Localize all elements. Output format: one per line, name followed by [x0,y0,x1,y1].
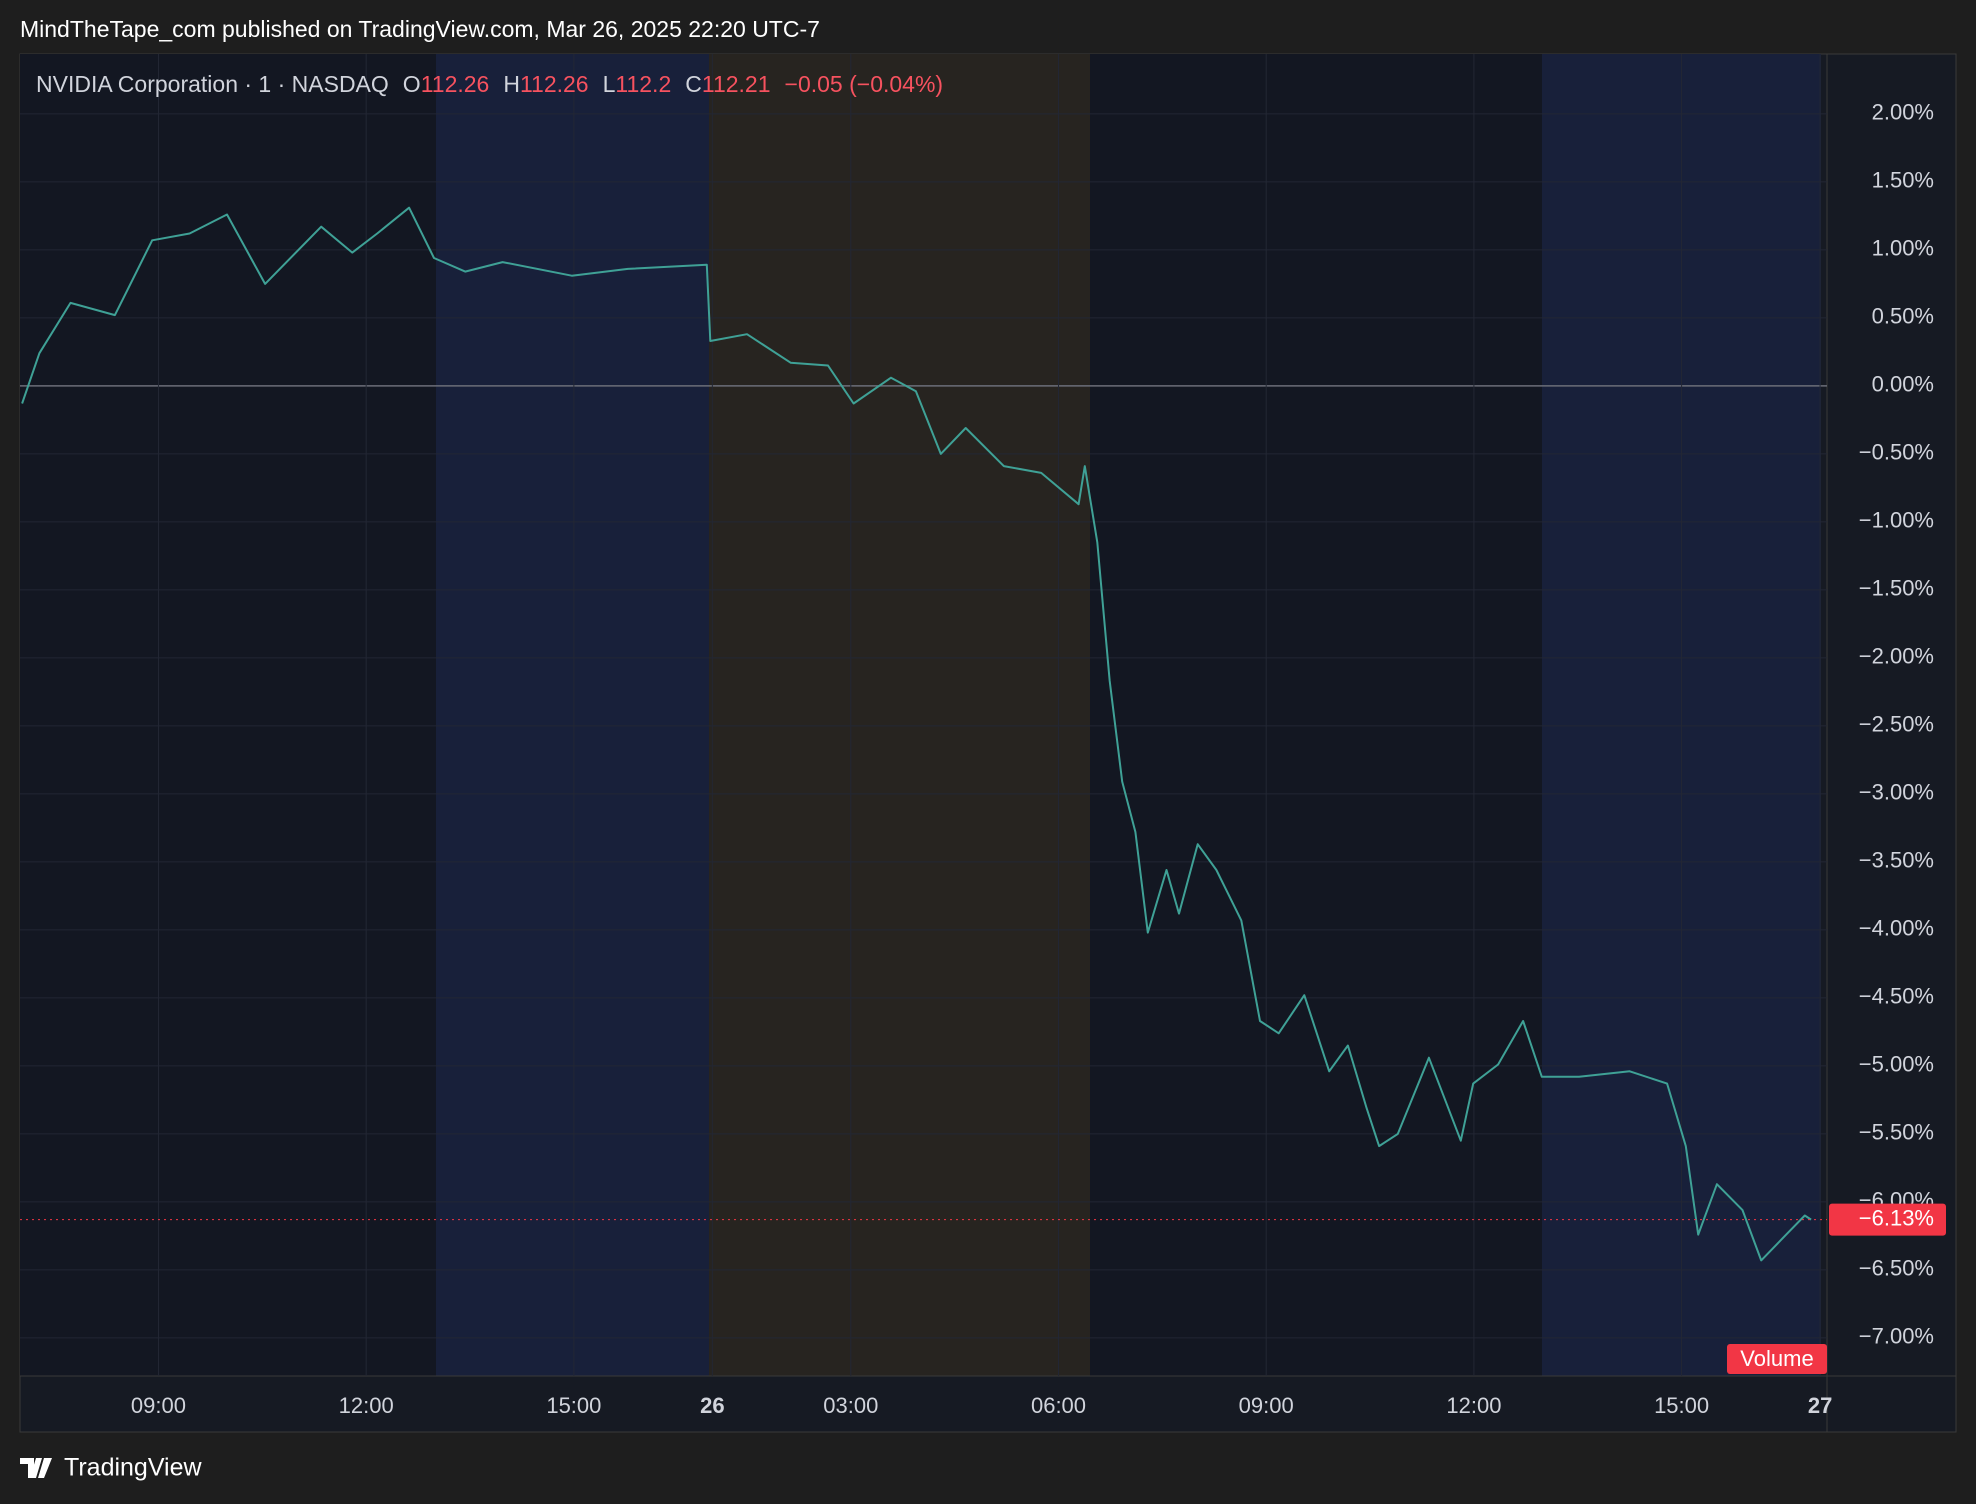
y-tick-label: −1.00% [1859,508,1934,533]
grid [20,54,1827,1376]
y-tick-label: −3.50% [1859,848,1934,873]
session-regular [1090,54,1542,1376]
x-tick-label: 03:00 [823,1393,878,1418]
x-tick-label: 09:00 [131,1393,186,1418]
legend-value: 112.2 [615,71,671,97]
last-value-label: −6.13% [1859,1205,1934,1230]
volume-box [1727,1344,1827,1374]
footer-brand: TradingView [64,1454,203,1482]
y-tick-label: −3.00% [1859,780,1934,805]
x-tick-label: 12:00 [1446,1393,1501,1418]
legend: NVIDIA Corporation · 1 · NASDAQ O112.26 H1… [36,71,943,97]
x-tick-label: 06:00 [1031,1393,1086,1418]
y-tick-label: 0.50% [1872,304,1934,329]
price-line [21,206,1812,1262]
volume-label: Volume [1740,1346,1813,1371]
y-tick-label: −6.50% [1859,1256,1934,1281]
plot [20,206,1827,1262]
y-tick-label: −1.50% [1859,576,1934,601]
y-tick-label: −2.50% [1859,712,1934,737]
session-post [436,54,709,1376]
footer-logo: TradingView [20,1454,203,1482]
legend-key: O [403,71,421,97]
y-tick-label: −5.00% [1859,1052,1934,1077]
y-tick-label: −2.00% [1859,644,1934,669]
y-tick-label: −7.00% [1859,1324,1934,1349]
session-overnight [709,54,1090,1376]
legend-value: 112.26 [520,71,589,97]
legend-symbol: NVIDIA Corporation · 1 · NASDAQ [36,71,389,97]
y-tick-label: −5.50% [1859,1120,1934,1145]
x-tick-label: 26 [700,1393,724,1418]
header-title: MindTheTape_com published on TradingView… [20,16,820,42]
y-tick-label: 1.00% [1872,236,1934,261]
y-tick-label: −0.50% [1859,440,1934,465]
legend-change: −0.05 (−0.04%) [785,71,944,97]
logo-icon [20,1458,52,1478]
y-tick-label: 2.00% [1872,100,1934,125]
x-tick-label: 09:00 [1239,1393,1294,1418]
session-regular [20,54,436,1376]
legend-value: 112.26 [421,71,490,97]
y-tick-label: −4.50% [1859,984,1934,1009]
x-tick-label: 12:00 [339,1393,394,1418]
y-tick-label: 0.00% [1872,372,1934,397]
x-tick-label: 15:00 [546,1393,601,1418]
legend-key: C [685,71,702,97]
x-tick-label: 27 [1808,1393,1832,1418]
legend-key: L [603,71,616,97]
axes: 2.00% 1.50% 1.00% 0.50% 0.00% −0.50% −1.00% −1.… [131,100,1946,1418]
legend-value: 112.21 [702,71,771,97]
y-tick-label: −4.00% [1859,916,1934,941]
x-tick-label: 15:00 [1654,1393,1709,1418]
y-tick-label: 1.50% [1872,168,1934,193]
legend-key: H [503,71,520,97]
last-value-box [1829,1203,1946,1236]
